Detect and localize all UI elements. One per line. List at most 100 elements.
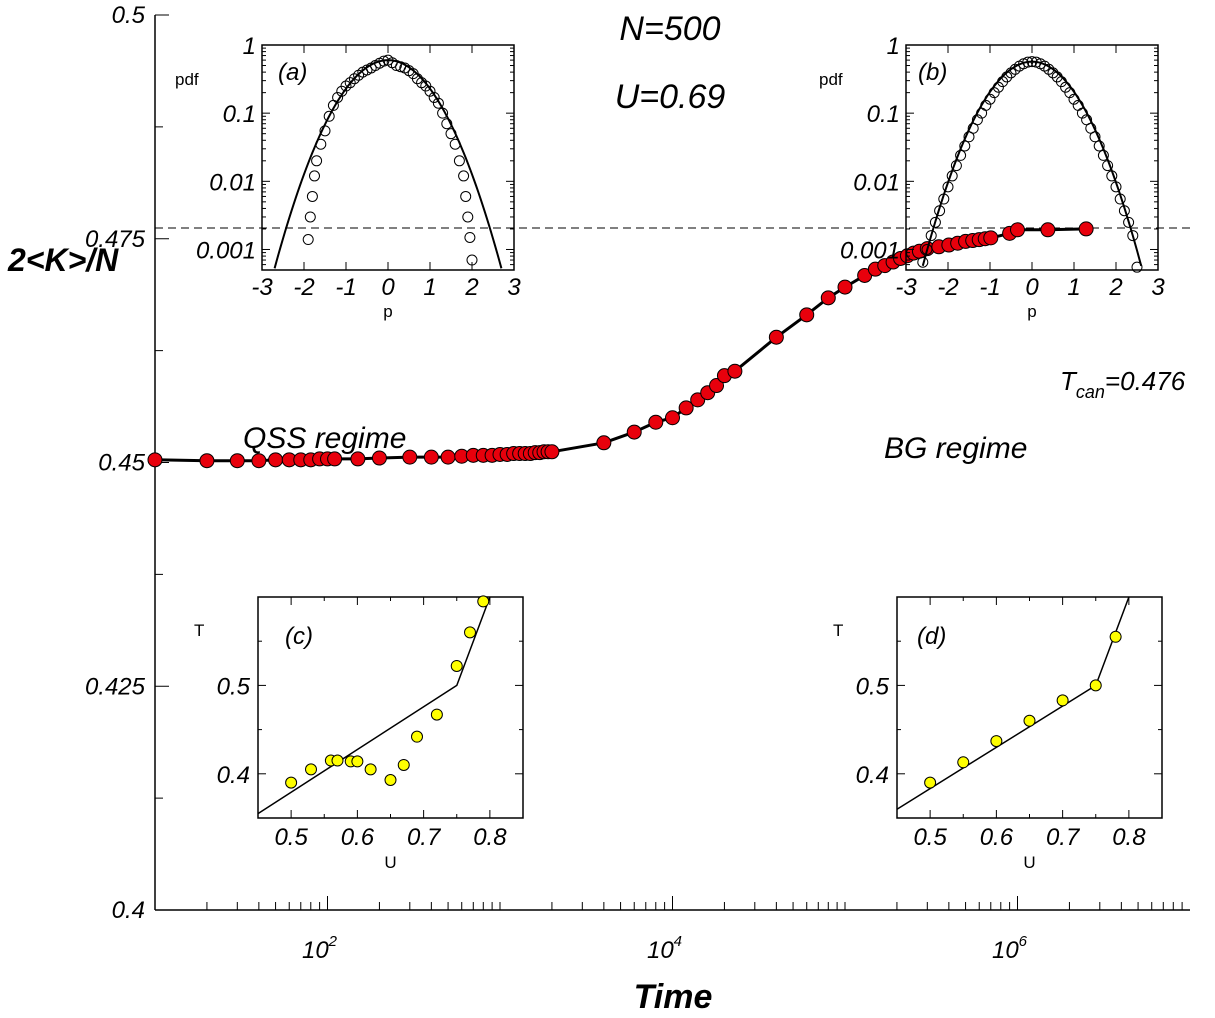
data-point — [837, 279, 853, 295]
y-tick-label: 0.5 — [856, 673, 890, 700]
x-axis-label: p — [383, 302, 392, 321]
data-point — [466, 254, 478, 266]
data-point — [1010, 222, 1025, 238]
data-point — [440, 449, 456, 465]
y-tick-label: 0.475 — [85, 226, 146, 253]
y-axis-label: 2<K>/N — [7, 242, 119, 278]
data-point — [1001, 71, 1013, 83]
data-point — [799, 307, 815, 323]
x-tick-label: -3 — [895, 274, 917, 301]
theory-line — [257, 596, 491, 815]
data-point — [445, 128, 457, 140]
data-point — [378, 55, 390, 67]
y-tick-label: 0.001 — [840, 237, 900, 264]
data-point — [390, 60, 402, 72]
panel-tag: (d) — [917, 623, 946, 650]
data-point — [1064, 87, 1076, 99]
data-point — [437, 107, 449, 119]
data-point — [302, 234, 314, 246]
data-point — [992, 81, 1004, 93]
x-tick-label: -2 — [293, 274, 314, 301]
x-tick-label: 0.6 — [980, 824, 1014, 851]
main-plot: 102 104 1060.40.4250.450.4750.5Time2<K>/NN… — [7, 2, 1190, 1016]
data-point — [1127, 230, 1139, 242]
panel-tag: (a) — [278, 59, 307, 86]
y-axis-label: T — [833, 621, 843, 640]
x-tick-label: 0 — [381, 274, 395, 301]
data-point — [327, 451, 343, 467]
data-point — [1068, 93, 1080, 105]
data-point — [917, 256, 929, 268]
x-tick-label: 0.5 — [274, 824, 308, 851]
data-point — [332, 91, 344, 103]
y-tick-label: 1 — [243, 33, 256, 60]
data-point — [441, 118, 453, 130]
data-point — [626, 424, 642, 440]
data-point — [946, 170, 958, 182]
data-point — [980, 99, 992, 111]
fit-curve — [273, 59, 503, 269]
x-tick-label: 1 — [1067, 274, 1080, 301]
data-point — [1106, 170, 1118, 182]
data-point — [350, 451, 366, 467]
data-point — [957, 756, 970, 769]
data-point — [1026, 56, 1038, 68]
x-tick-label: 0.7 — [407, 824, 442, 851]
data-point — [678, 400, 694, 416]
data-point — [384, 773, 397, 786]
data-point — [364, 763, 377, 776]
x-tick-label: 104 — [647, 933, 682, 964]
data-point — [709, 378, 725, 394]
data-point — [648, 414, 664, 430]
fit-curve — [921, 60, 1143, 267]
data-point — [924, 776, 937, 789]
x-axis-label: U — [384, 853, 396, 872]
x-tick-label: 0 — [1025, 274, 1039, 301]
data-point — [1114, 193, 1126, 205]
data-point — [309, 170, 320, 182]
data-point — [428, 91, 440, 103]
inset-b-plot: -3 -2 -1 0 1 2 3 1 0.1 0.01 0.001 p pdf (b) — [819, 33, 1165, 321]
data-point — [1109, 630, 1122, 643]
data-point — [1047, 67, 1059, 79]
y-tick-label: 0.01 — [209, 169, 256, 196]
title-line-1: N=500 — [619, 10, 720, 48]
data-point — [1089, 679, 1102, 692]
y-tick-label: 0.425 — [85, 673, 146, 700]
data-point — [423, 449, 439, 465]
data-point — [820, 290, 836, 306]
x-tick-label: 0.6 — [341, 824, 375, 851]
data-point — [268, 452, 284, 468]
data-point — [929, 216, 941, 228]
data-point — [971, 114, 983, 126]
inset-a-plot: -3 -2 -1 0 1 2 3 1 0.1 0.01 0.001 p pdf (a) — [175, 33, 521, 321]
data-point — [453, 155, 465, 167]
data-point — [331, 754, 344, 767]
x-tick-label: 3 — [507, 274, 521, 301]
data-point — [285, 776, 298, 789]
data-point — [955, 149, 967, 161]
y-tick-label: 0.45 — [98, 450, 145, 477]
x-tick-label: -1 — [979, 274, 1000, 301]
data-point — [147, 452, 163, 468]
data-point — [921, 243, 933, 255]
x-tick-label: -2 — [937, 274, 958, 301]
y-tick-label: 1 — [887, 33, 900, 60]
data-point — [402, 449, 418, 465]
y-axis-label: T — [194, 621, 204, 640]
x-tick-label: 0.7 — [1046, 824, 1081, 851]
data-point — [990, 735, 1003, 748]
data-point — [983, 230, 999, 246]
x-tick-label: -3 — [251, 274, 273, 301]
data-point — [348, 73, 360, 85]
y-tick-label: 0.4 — [217, 762, 250, 789]
data-point — [984, 93, 996, 105]
data-point — [450, 659, 463, 672]
data-point — [323, 110, 335, 122]
qss-regime-label: QSS regime — [243, 422, 406, 455]
data-point — [351, 755, 364, 768]
y-tick-label: 0.4 — [856, 762, 889, 789]
x-tick-label: 0.8 — [1112, 824, 1146, 851]
data-point — [397, 758, 410, 771]
x-axis-label: U — [1023, 853, 1035, 872]
